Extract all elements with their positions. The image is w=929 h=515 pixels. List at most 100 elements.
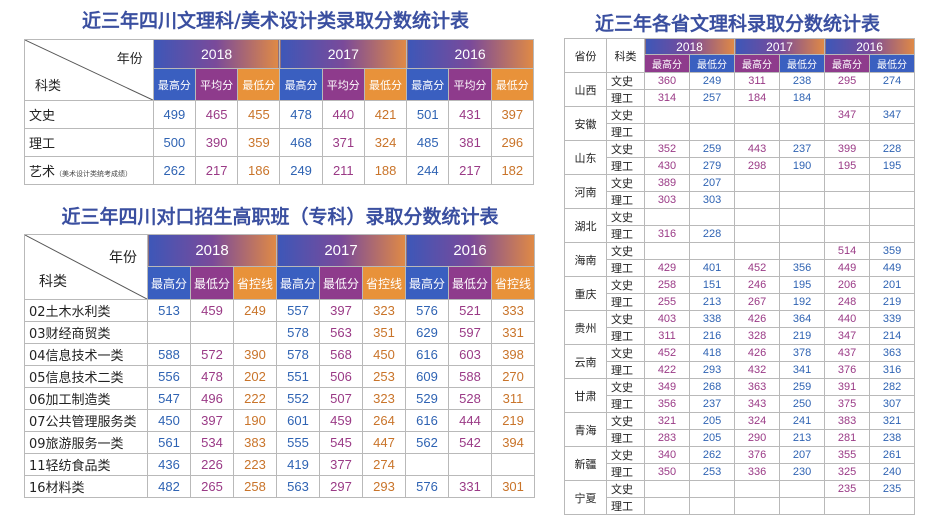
cell-value: 246	[734, 276, 781, 294]
cell-value: 440	[824, 310, 871, 328]
cell-value: 270	[491, 365, 536, 388]
cell-value: 190	[779, 157, 826, 175]
cell-value: 274	[362, 453, 407, 476]
table-row: 宁夏 文史 235 235	[564, 480, 916, 515]
cell-value	[734, 174, 781, 192]
table-row: 云南 文史 452 418 426 378 437 363	[564, 344, 916, 379]
cell-value: 455	[237, 100, 281, 129]
province-name: 山东	[564, 140, 607, 175]
cell-value: 452	[734, 259, 781, 277]
table-row: 青海 文史 321 205 324 241 383 321	[564, 412, 916, 447]
cell-value: 343	[734, 395, 781, 413]
cell-value	[779, 225, 826, 243]
cell-value: 422	[644, 361, 690, 379]
province-name: 贵州	[564, 310, 607, 345]
cell-value	[644, 106, 690, 124]
cell-value: 223	[232, 453, 278, 476]
cell-value: 391	[824, 378, 871, 396]
cell-value: 431	[448, 100, 492, 129]
cell-value: 226	[190, 453, 234, 476]
cell-value: 192	[779, 293, 826, 311]
cell-value: 443	[734, 140, 781, 158]
table3-province-header: 省份	[564, 38, 607, 73]
cell-value: 219	[869, 293, 916, 311]
cell-value	[824, 497, 871, 515]
row-type: 理工	[606, 429, 645, 447]
cell-value: 259	[779, 378, 826, 396]
cell-value: 311	[644, 327, 690, 345]
cell-value: 214	[869, 327, 916, 345]
cell-value: 465	[194, 100, 239, 129]
cell-value	[405, 453, 450, 476]
cell-value: 485	[406, 128, 450, 157]
cell-value: 324	[734, 412, 781, 430]
cell-value: 588	[147, 343, 191, 366]
cell-value: 216	[688, 327, 736, 345]
row-label: 02土木水利类	[24, 299, 148, 322]
table1-year-2018: 2018	[152, 39, 281, 69]
cell-value	[824, 191, 871, 209]
cell-value	[779, 123, 826, 141]
cell-value: 219	[779, 327, 826, 345]
cell-value: 401	[688, 259, 736, 277]
table-row: 海南 文史 514 359	[564, 242, 916, 277]
row-type: 文史	[606, 106, 645, 124]
cell-value: 237	[779, 140, 826, 158]
row-type: 理工	[606, 361, 645, 379]
table3-year-2017: 2017	[734, 38, 826, 55]
cell-value	[779, 480, 826, 498]
cell-value: 186	[237, 156, 281, 185]
cell-value: 244	[406, 156, 450, 185]
province-name: 甘肃	[564, 378, 607, 413]
cell-value: 253	[688, 463, 736, 481]
province-name: 青海	[564, 412, 607, 447]
row-type: 理工	[606, 395, 645, 413]
cell-value: 228	[869, 140, 916, 158]
table-row: 04信息技术一类 588 572 390 578 568 450 616 603 398	[24, 343, 536, 366]
cell-value	[779, 208, 826, 226]
table-row: 理工 283 205 290 213 281 238	[565, 429, 916, 447]
cell-value: 195	[779, 276, 826, 294]
cell-value: 377	[319, 453, 364, 476]
cell-value: 609	[405, 365, 450, 388]
cell-value: 293	[688, 361, 736, 379]
table1-sub-max: 最高分	[406, 68, 450, 101]
table2-diag-header: 年份 科类	[24, 234, 148, 300]
table2-sub-line: 省控线	[362, 266, 407, 300]
cell-value	[734, 242, 781, 260]
cell-value: 235	[869, 480, 916, 498]
cell-value: 352	[644, 140, 690, 158]
cell-value: 359	[237, 128, 281, 157]
cell-value: 190	[232, 409, 278, 432]
table-row: 理工 314 257 184 184	[565, 89, 916, 107]
table-row: 贵州 文史 403 338 426 364 440 339	[564, 310, 916, 345]
cell-value: 513	[147, 299, 191, 322]
table-row: 安徽 文史 347 347	[564, 106, 916, 141]
table-row: 理工 303 303	[565, 191, 916, 209]
table-row: 艺术（美术设计类统考成绩） 262 217 186 249 211 188 24…	[24, 156, 535, 185]
cell-value: 303	[688, 191, 736, 209]
cell-value: 301	[491, 475, 536, 498]
row-type: 文史	[606, 140, 645, 158]
table-row: 山西 文史 360 249 311 238 295 274	[564, 72, 916, 107]
cell-value	[734, 191, 781, 209]
cell-value: 557	[276, 299, 321, 322]
table1-category-label: 科类	[35, 79, 62, 94]
cell-value: 217	[194, 156, 239, 185]
cell-value	[824, 225, 871, 243]
cell-value: 552	[276, 387, 321, 410]
cell-value: 437	[824, 344, 871, 362]
table1: 年份 科类 2018 2017 2016 最高分 平均分 最低分 最高分 平均分…	[24, 39, 535, 185]
table2-sub-line: 省控线	[491, 266, 536, 300]
table3-year-2016: 2016	[824, 38, 916, 55]
cell-value: 426	[734, 310, 781, 328]
cell-value: 195	[869, 157, 916, 175]
cell-value	[779, 191, 826, 209]
table2-sub-line: 省控线	[232, 266, 278, 300]
cell-value: 501	[406, 100, 450, 129]
cell-value: 238	[779, 72, 826, 90]
cell-value: 249	[232, 299, 278, 322]
table-row: 理工 356 237 343 250 375 307	[565, 395, 916, 413]
cell-value: 281	[824, 429, 871, 447]
table2-year-label: 年份	[109, 250, 137, 266]
